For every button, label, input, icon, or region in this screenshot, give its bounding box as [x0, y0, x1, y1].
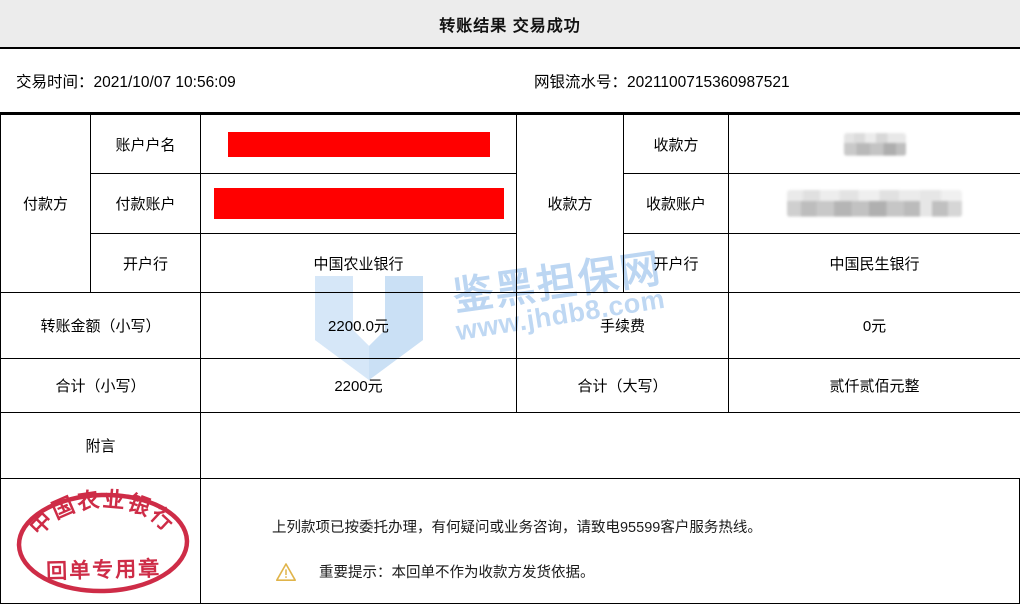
table-row: 合计（小写） 2200元 合计（大写） 贰仟贰佰元整 — [0, 358, 1020, 413]
payee-name-label: 收款方 — [623, 114, 729, 174]
total-lower-value: 2200元 — [200, 358, 517, 413]
payer-account-value — [200, 173, 517, 234]
redaction-bar — [227, 131, 490, 157]
transaction-time: 交易时间：2021/10/07 10:56:09 — [16, 70, 236, 92]
remark-value — [200, 412, 1020, 479]
table-row: 附言 — [0, 412, 1020, 479]
footer-notice-secondary: 重要提示：本回单不作为收款方发货依据。 — [319, 565, 595, 581]
payee-name-value — [728, 114, 1020, 174]
payer-bank-value: 中国农业银行 — [200, 233, 517, 293]
payee-group-label: 收款方 — [516, 114, 624, 293]
payee-bank-value: 中国民生银行 — [728, 233, 1020, 293]
remark-label: 附言 — [0, 412, 201, 479]
table-row: 转账金额（小写） 2200.0元 手续费 0元 — [0, 292, 1020, 359]
table-row: 开户行 中国农业银行 开户行 中国民生银行 — [1, 233, 1020, 293]
serial-number-label: 网银流水号： — [534, 73, 628, 91]
payee-account-value — [728, 173, 1020, 234]
page-title-band: 转账结果 交易成功 — [0, 0, 1020, 49]
payer-group-label: 付款方 — [0, 114, 91, 293]
table-row: 付款账户 收款账户 — [1, 173, 1020, 234]
total-lower-label: 合计（小写） — [0, 358, 201, 413]
total-upper-label: 合计（大写） — [516, 358, 729, 413]
footer-column-divider — [200, 479, 201, 604]
serial-number-value: 2021100715360987521 — [627, 73, 790, 91]
serial-number: 网银流水号：2021100715360987521 — [534, 70, 790, 92]
official-seal-stamp: 中国农业银行 回单专用章 — [12, 484, 195, 600]
fee-label: 手续费 — [516, 292, 729, 359]
payer-name-value — [200, 114, 517, 174]
footer-notice-secondary-wrap: 重要提示：本回单不作为收款方发货依据。 — [275, 561, 595, 582]
fee-value: 0元 — [728, 292, 1020, 359]
warning-triangle-icon — [276, 562, 296, 581]
receipt-table: 付款方 账户户名 收款方 收款方 付款账户 收款账户 — [0, 114, 1020, 479]
transfer-amount-value: 2200.0元 — [200, 292, 517, 359]
total-upper-value: 贰仟贰佰元整 — [728, 358, 1020, 413]
payer-name-label: 账户户名 — [90, 114, 201, 174]
payee-account-label: 收款账户 — [623, 173, 729, 234]
mosaic-redaction — [843, 132, 906, 156]
footer-border-left — [0, 479, 1, 604]
transaction-time-label: 交易时间： — [16, 73, 94, 91]
seal-bottom-text: 回单专用章 — [46, 556, 162, 583]
mosaic-redaction — [787, 190, 962, 217]
transaction-time-value: 2021/10/07 10:56:09 — [93, 73, 236, 91]
redaction-bar — [213, 188, 504, 219]
table-row: 付款方 账户户名 收款方 收款方 — [0, 114, 1020, 293]
transfer-amount-label: 转账金额（小写） — [0, 292, 201, 359]
payer-account-label: 付款账户 — [90, 173, 201, 234]
footer-notice-primary: 上列款项已按委托办理，有何疑问或业务咨询，请致电95599客户服务热线。 — [272, 520, 762, 536]
page-title: 转账结果 交易成功 — [439, 17, 581, 35]
payee-bank-label: 开户行 — [623, 233, 729, 293]
transaction-info-row: 交易时间：2021/10/07 10:56:09 网银流水号：202110071… — [0, 49, 1020, 114]
payer-bank-label: 开户行 — [90, 233, 201, 293]
